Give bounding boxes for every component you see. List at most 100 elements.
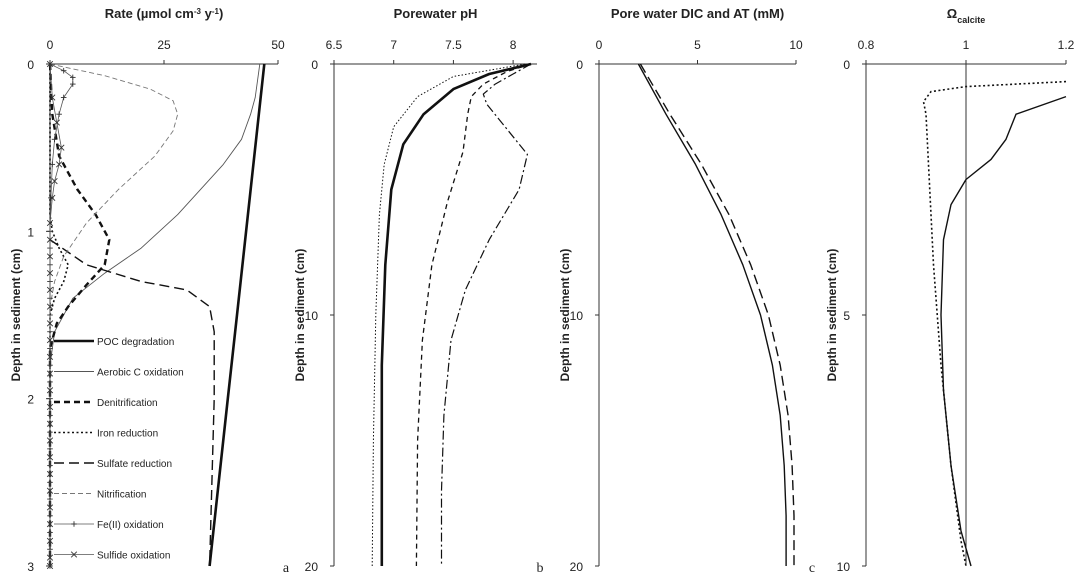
series-line-nitrification xyxy=(49,63,179,566)
marker-x xyxy=(46,286,54,294)
series-line-iron-reduction xyxy=(49,64,69,566)
marker-x xyxy=(46,454,54,461)
series-line-1 xyxy=(940,95,1067,567)
series-line-1 xyxy=(380,62,532,566)
y-axis-label: Depth in sediment (cm) xyxy=(825,249,839,382)
panel-letter: a xyxy=(283,561,290,574)
series-line-poc-degradation xyxy=(208,63,266,567)
panel-title: Porewater pH xyxy=(394,6,478,21)
panel-letter: b xyxy=(537,561,544,574)
panel-c: 0 5 10 0 10 20 Pore water DIC and AT (mM) Depth… xyxy=(558,6,815,574)
series-line-3 xyxy=(440,63,532,566)
panel-d: 0.8 1 1.2 0 5 10 Ωcalcite Depth in sediment (cm… xyxy=(825,6,1075,574)
legend-label: Nitrification xyxy=(97,490,146,501)
series-line-2 xyxy=(415,63,532,567)
y-tick-label: 20 xyxy=(305,560,319,574)
title-main: Ω xyxy=(947,6,957,21)
marker-x xyxy=(46,60,54,68)
y-tick-label: 0 xyxy=(843,58,850,72)
marker-x xyxy=(46,370,54,377)
title-part: ) xyxy=(219,6,223,21)
marker-x xyxy=(46,470,54,478)
panel-title: Ωcalcite xyxy=(947,6,985,25)
marker-x xyxy=(46,236,54,243)
legend-label: POC degradation xyxy=(97,337,174,348)
y-tick-label: 2 xyxy=(27,393,34,407)
title-part: Rate (µmol cm xyxy=(105,6,194,21)
x-tick-label: 25 xyxy=(157,38,171,52)
marker-x xyxy=(46,437,54,444)
marker-x xyxy=(46,219,54,227)
y-axis-label: Depth in sediment (cm) xyxy=(558,249,572,382)
title-part: y xyxy=(201,6,213,21)
legend-label: Denitrification xyxy=(97,398,158,409)
marker-x xyxy=(46,403,54,411)
series-line-denitrification xyxy=(48,63,111,566)
y-tick-label: 0 xyxy=(311,58,318,72)
legend-label: Sulfide oxidation xyxy=(97,551,170,562)
panel-b: 6.5 7 7.5 8 0 10 20 Porewater pH Depth in sedime… xyxy=(293,6,544,574)
marker-x xyxy=(53,119,60,126)
marker-x xyxy=(49,94,56,101)
x-tick-label: 8 xyxy=(510,38,517,52)
x-tick-label: 50 xyxy=(271,38,285,52)
y-tick-label: 1 xyxy=(27,225,34,239)
panel-title: Rate (µmol cm-3 y-1) xyxy=(105,6,224,21)
panel-a: 0 25 50 0 1 2 3 Rate (µmol cm-3 y-1) Depth in se… xyxy=(9,6,290,574)
marker-x xyxy=(46,353,54,360)
title-part: -1 xyxy=(212,7,220,16)
marker-x xyxy=(46,504,54,511)
x-tick-label: 1.2 xyxy=(1058,38,1075,52)
marker-x xyxy=(49,194,56,201)
legend-label: Aerobic C oxidation xyxy=(97,368,184,379)
y-tick-label: 10 xyxy=(837,560,851,574)
marker-x xyxy=(46,270,54,277)
x-tick-label: 6.5 xyxy=(326,38,343,52)
marker-x xyxy=(46,253,54,260)
x-tick-label: 7.5 xyxy=(445,38,462,52)
x-tick-label: 0.8 xyxy=(858,38,875,52)
marker-x xyxy=(46,320,54,327)
marker-x xyxy=(46,521,54,528)
legend-label: Sulfate reduction xyxy=(97,459,172,470)
title-sub: calcite xyxy=(957,15,985,25)
title-part: -3 xyxy=(194,7,202,16)
y-tick-label: 10 xyxy=(305,309,319,323)
x-tick-label: 5 xyxy=(694,38,701,52)
marker-x xyxy=(46,420,54,427)
legend-label: Fe(II) oxidation xyxy=(97,520,164,531)
y-axis-label: Depth in sediment (cm) xyxy=(293,249,307,382)
marker-x xyxy=(46,537,54,545)
y-tick-label: 0 xyxy=(27,58,34,72)
marker-x xyxy=(46,562,54,570)
y-tick-label: 0 xyxy=(576,58,583,72)
x-tick-label: 1 xyxy=(963,38,970,52)
panel-title: Pore water DIC and AT (mM) xyxy=(611,6,784,21)
panel-letter: c xyxy=(809,561,815,574)
y-tick-label: 10 xyxy=(570,309,584,323)
series-line-aerobic-c-oxidation xyxy=(49,63,261,566)
x-tick-label: 0 xyxy=(47,38,54,52)
marker-x xyxy=(46,554,54,561)
x-tick-label: 7 xyxy=(390,38,397,52)
marker-x xyxy=(46,487,54,494)
marker-x xyxy=(70,551,78,558)
legend-label: Iron reduction xyxy=(97,429,158,440)
marker-x xyxy=(46,336,54,344)
marker-x xyxy=(58,144,65,151)
y-tick-label: 20 xyxy=(570,560,584,574)
y-tick-label: 5 xyxy=(843,309,850,323)
x-tick-label: 10 xyxy=(789,38,803,52)
marker-x xyxy=(46,303,54,310)
marker-x xyxy=(51,178,58,185)
series-line-0 xyxy=(371,63,526,567)
x-tick-label: 0 xyxy=(596,38,603,52)
series-line-sulfate-reduction xyxy=(49,239,215,567)
y-axis-label: Depth in sediment (cm) xyxy=(9,249,23,382)
marker-x xyxy=(46,387,54,394)
y-tick-label: 3 xyxy=(27,560,34,574)
series-line-1 xyxy=(639,63,795,566)
marker-x xyxy=(56,161,63,168)
